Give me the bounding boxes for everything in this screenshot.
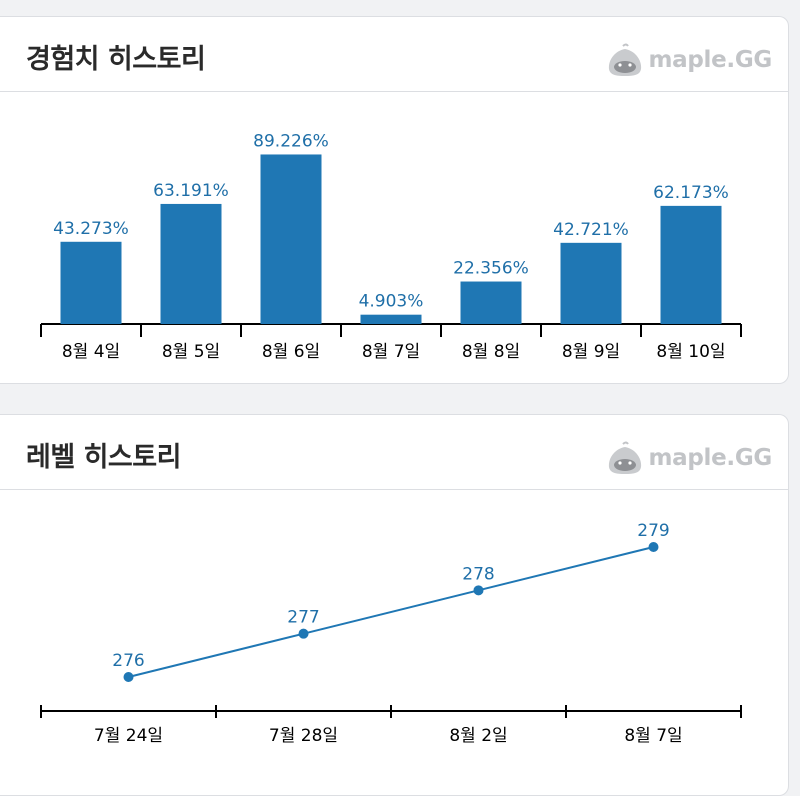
bar [560, 242, 622, 324]
bar-value-label: 63.191% [153, 181, 229, 201]
mushroom-mascot-icon [609, 441, 642, 474]
bar-value-label: 62.173% [653, 183, 729, 203]
point-value-label: 277 [287, 608, 319, 628]
data-point [648, 542, 659, 552]
data-point [298, 628, 309, 639]
level-history-title: 레벨 히스토리 [26, 442, 181, 473]
brand-text: maple.GG [648, 47, 772, 73]
x-tick-label: 8월 5일 [162, 342, 220, 362]
point-value-label: 276 [112, 651, 144, 671]
x-tick-label: 8월 8일 [462, 342, 520, 362]
bar [360, 314, 422, 324]
bar-value-label: 22.356% [453, 259, 529, 279]
data-point [473, 585, 484, 596]
bar-value-label: 89.226% [253, 131, 329, 151]
mushroom-mascot-icon [609, 43, 642, 76]
data-point [123, 672, 134, 682]
x-tick-label: 8월 10일 [656, 342, 725, 362]
level-history-header: 레벨 히스토리 maple.GG [0, 415, 788, 490]
exp-history-title: 경험치 히스토리 [26, 44, 206, 75]
level-line-chart: 276 7월 24일 277 7월 28일 278 8월 2일 279 8월 7일 [40, 521, 742, 746]
bar [660, 205, 722, 324]
level-history-card: 레벨 히스토리 maple.GG 276 7월 24일 277 7월 28일 278 8월… [0, 414, 789, 796]
exp-history-header: 경험치 히스토리 maple.GG [0, 17, 788, 92]
point-value-label: 278 [462, 564, 494, 584]
bar-value-label: 4.903% [359, 292, 424, 312]
bar [460, 281, 522, 324]
x-tick-label: 8월 7일 [624, 726, 682, 746]
brand-text: maple.GG [648, 445, 772, 471]
x-tick-label: 8월 6일 [262, 342, 320, 362]
exp-history-card: 경험치 히스토리 maple.GG 43.273% 8월 4일 63.191% 8월 … [0, 16, 789, 384]
level-series-line [128, 546, 654, 678]
bar [60, 241, 122, 324]
maplegg-logo: maple.GG [606, 441, 772, 475]
x-tick-label: 7월 24일 [94, 726, 163, 746]
x-tick-label: 8월 7일 [362, 342, 420, 362]
maplegg-logo: maple.GG [606, 43, 772, 77]
x-tick-label: 8월 4일 [62, 342, 120, 362]
bar [160, 203, 222, 324]
x-tick-label: 7월 28일 [269, 726, 338, 746]
exp-bar-chart: 43.273% 8월 4일 63.191% 8월 5일 89.226% 8월 6일 4.90… [40, 131, 742, 362]
bar-value-label: 43.273% [53, 219, 129, 239]
bar [260, 154, 322, 324]
point-value-label: 279 [637, 521, 669, 541]
x-tick-label: 8월 9일 [562, 342, 620, 362]
bar-value-label: 42.721% [553, 220, 629, 240]
x-tick-label: 8월 2일 [449, 726, 507, 746]
